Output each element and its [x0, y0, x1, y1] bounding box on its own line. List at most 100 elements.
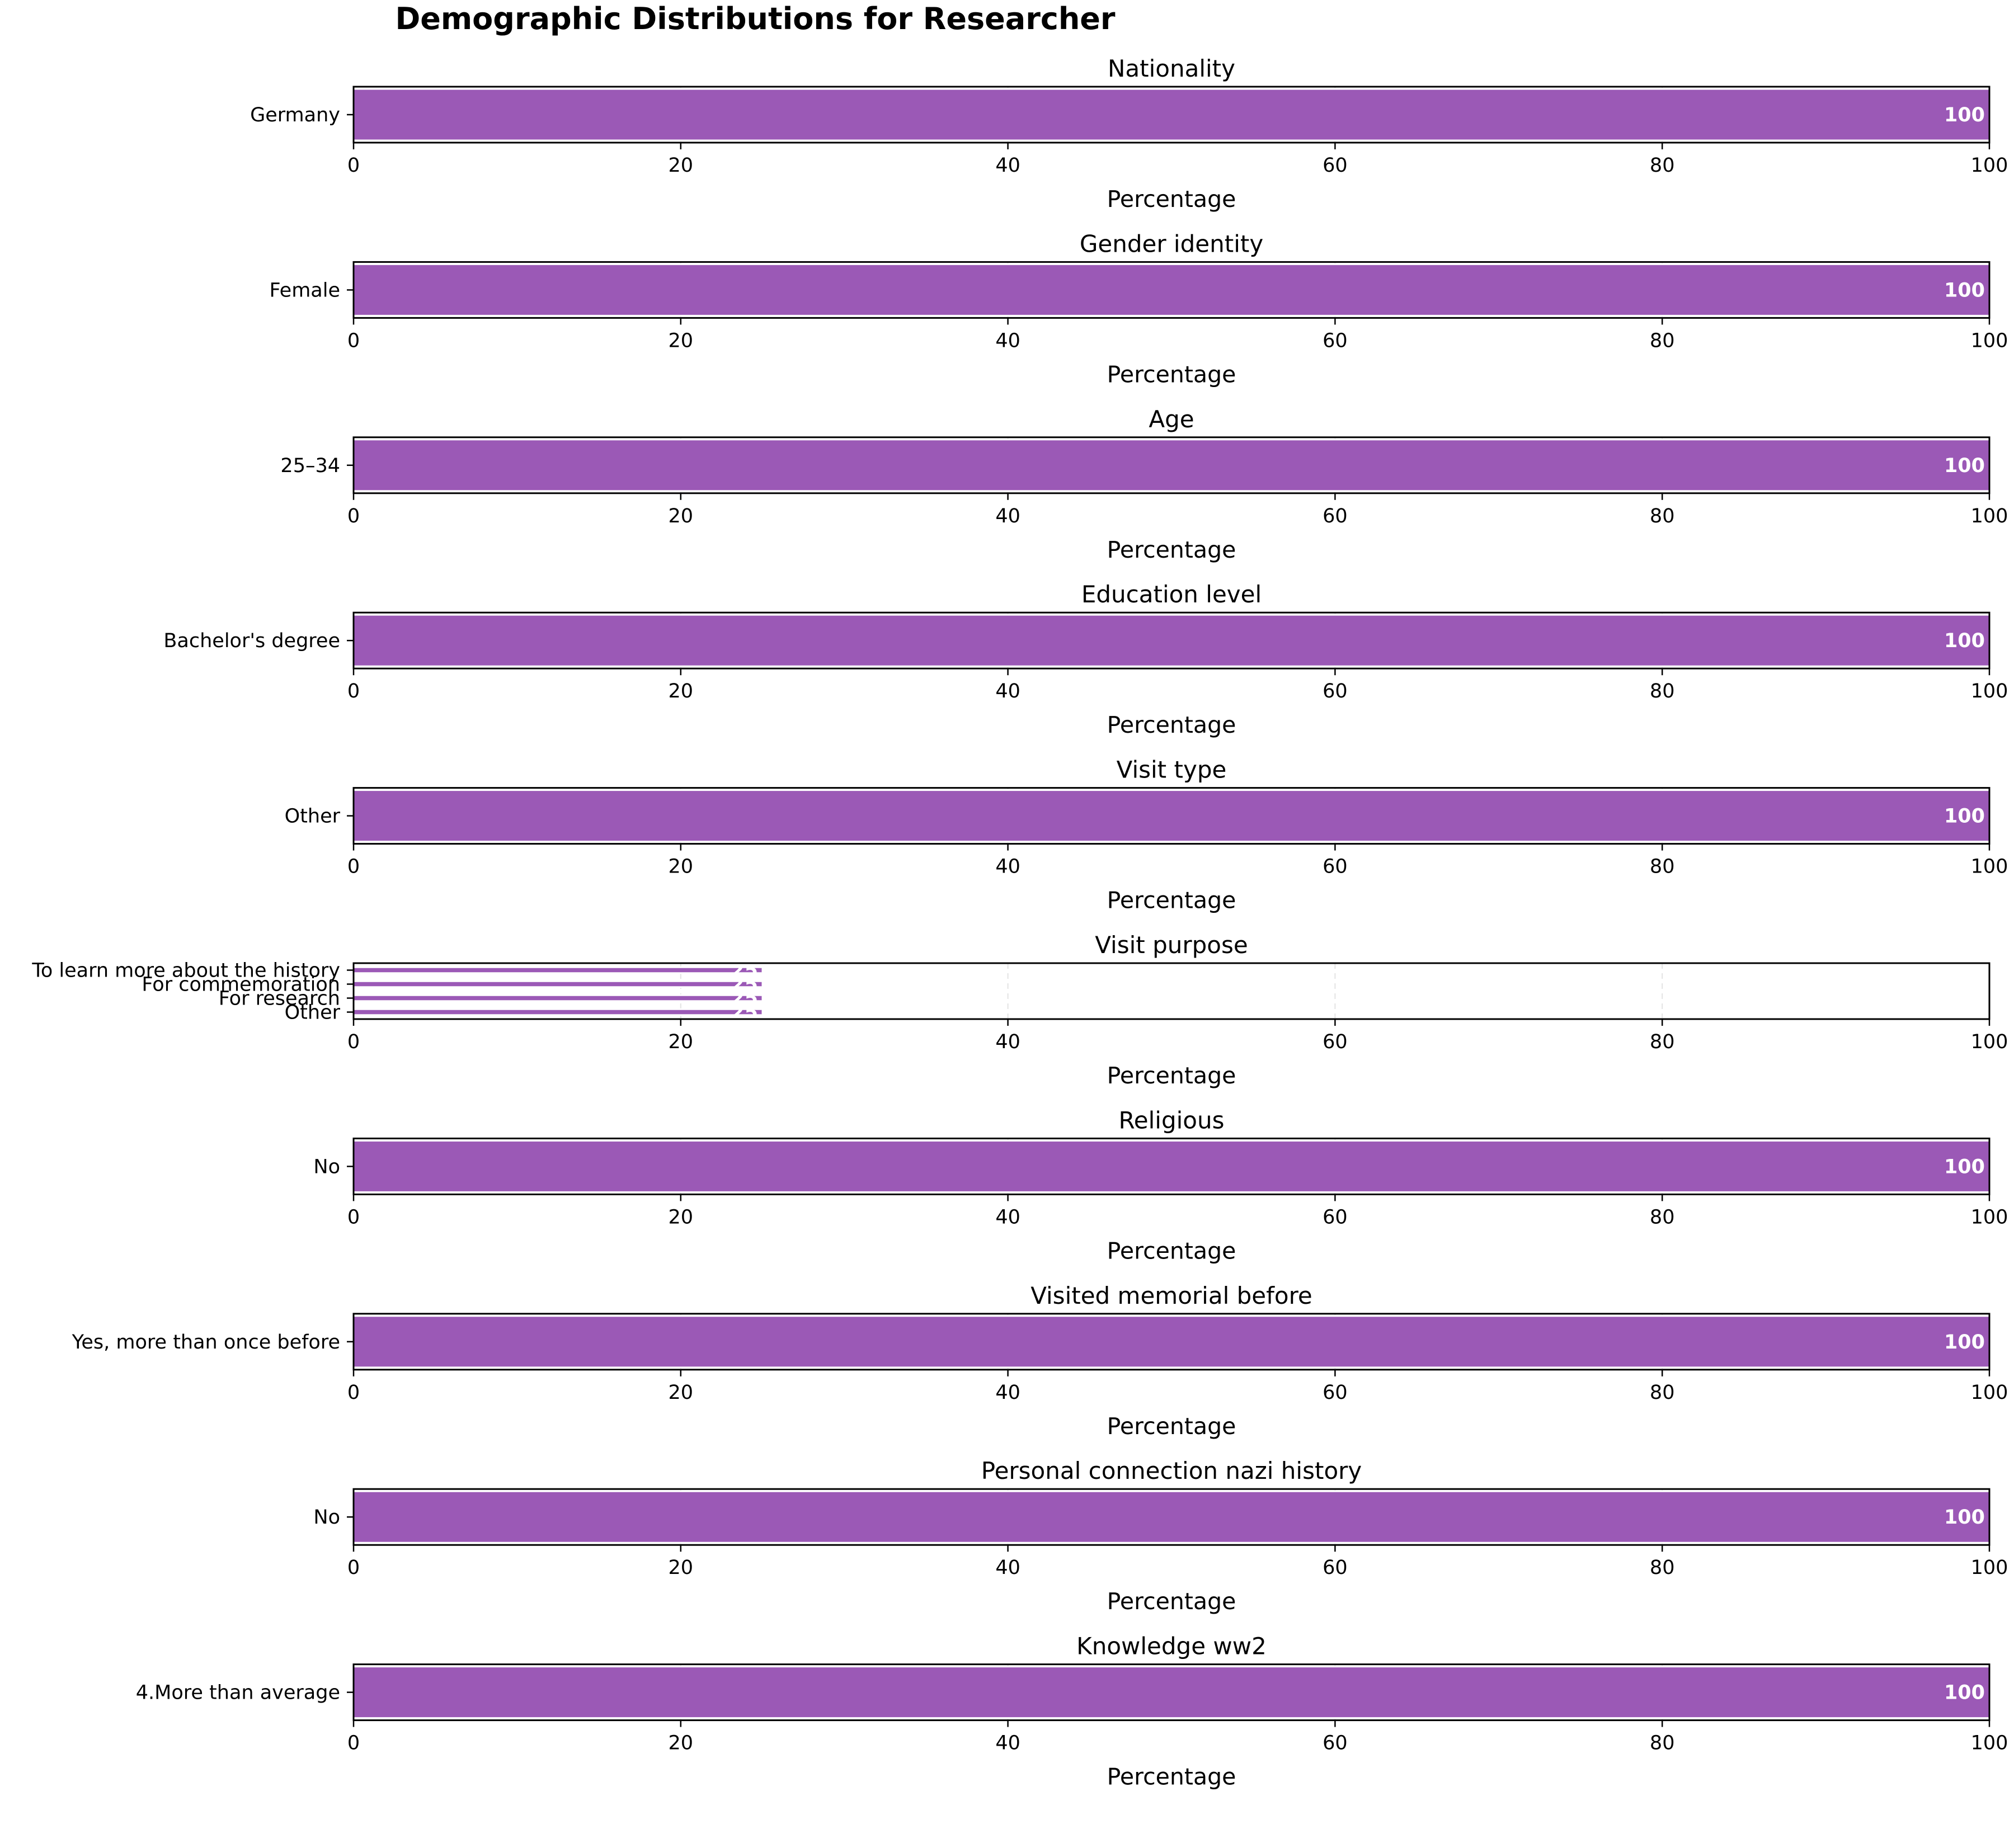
- x-tick-label: 40: [995, 1382, 1020, 1404]
- x-axis-label: Percentage: [1107, 711, 1236, 738]
- bar: [352, 980, 764, 988]
- x-tick-label: 0: [347, 1382, 360, 1404]
- panel-5: Visit purpose 25 To learn more about the h…: [31, 931, 2008, 1089]
- bar-value-label: 100: [1944, 104, 1985, 126]
- panel-title: Visit type: [1117, 756, 1227, 784]
- bar-value-label: 100: [1944, 279, 1985, 301]
- bar: [352, 994, 764, 1002]
- y-tick-label: Other: [285, 805, 341, 828]
- x-tick-label: 100: [1971, 505, 2008, 527]
- y-tick-label: Bachelor's degree: [163, 630, 340, 652]
- x-tick-label: 100: [1971, 154, 2008, 177]
- axes-frame: [352, 962, 1991, 1020]
- x-tick-label: 80: [1650, 680, 1675, 703]
- panel-title: Knowledge ww2: [1076, 1633, 1267, 1660]
- x-tick-label: 80: [1650, 505, 1675, 527]
- x-tick-label: 80: [1650, 329, 1675, 352]
- x-tick-label: 60: [1323, 505, 1348, 527]
- x-tick-label: 100: [1971, 1206, 2008, 1228]
- panel-title: Education level: [1081, 581, 1262, 608]
- x-tick-label: 0: [347, 154, 360, 177]
- x-tick-label: 0: [347, 1557, 360, 1579]
- x-tick-label: 20: [669, 1031, 694, 1053]
- panel-title: Visited memorial before: [1030, 1282, 1312, 1309]
- y-tick-label: To learn more about the history: [31, 960, 340, 982]
- x-tick-label: 40: [995, 505, 1020, 527]
- x-tick-label: 100: [1971, 1732, 2008, 1755]
- x-tick-label: 20: [669, 1382, 694, 1404]
- bar: [352, 1490, 1991, 1544]
- x-tick-label: 60: [1323, 1031, 1348, 1053]
- x-tick-label: 40: [995, 329, 1020, 352]
- x-tick-label: 40: [995, 1031, 1020, 1053]
- bar: [352, 1008, 764, 1016]
- x-tick-label: 20: [669, 1557, 694, 1579]
- x-axis-label: Percentage: [1107, 186, 1236, 213]
- x-tick-label: 20: [669, 505, 694, 527]
- panel-3: Education level 100 Bachelor's degree 0 20 40…: [163, 581, 2008, 738]
- x-tick-label: 80: [1650, 1206, 1675, 1228]
- x-tick-label: 40: [995, 856, 1020, 878]
- panels: Nationality 100 Germany 0 20 40 60 80 100 Percent…: [31, 55, 2008, 1790]
- panel-title: Visit purpose: [1095, 931, 1248, 959]
- bar: [352, 1315, 1991, 1369]
- x-tick-label: 60: [1323, 680, 1348, 703]
- bar: [352, 614, 1991, 667]
- bar: [352, 789, 1991, 843]
- y-tick-label: 25–34: [280, 455, 340, 477]
- x-tick-label: 100: [1971, 329, 2008, 352]
- x-tick-label: 0: [347, 1031, 360, 1053]
- x-axis-label: Percentage: [1107, 1062, 1236, 1089]
- bar: [352, 88, 1991, 142]
- panel-title: Nationality: [1108, 55, 1235, 82]
- panel-0: Nationality 100 Germany 0 20 40 60 80 100 Percent…: [250, 55, 2008, 213]
- x-axis-label: Percentage: [1107, 536, 1236, 563]
- x-tick-label: 20: [669, 680, 694, 703]
- x-tick-label: 100: [1971, 856, 2008, 878]
- x-tick-label: 60: [1323, 1382, 1348, 1404]
- bar: [352, 439, 1991, 492]
- x-tick-label: 40: [995, 1557, 1020, 1579]
- x-tick-label: 0: [347, 680, 360, 703]
- bar-value-label: 100: [1944, 630, 1985, 652]
- axes-frame: [352, 86, 1991, 144]
- panel-9: Knowledge ww2 100 4.More than average 0 20 40…: [136, 1633, 2008, 1790]
- x-tick-label: 60: [1323, 154, 1348, 177]
- x-tick-label: 80: [1650, 1031, 1675, 1053]
- x-tick-label: 40: [995, 1206, 1020, 1228]
- x-tick-label: 40: [995, 680, 1020, 703]
- bar-value-label: 100: [1944, 1506, 1985, 1529]
- x-tick-label: 20: [669, 329, 694, 352]
- x-tick-label: 100: [1971, 1031, 2008, 1053]
- bar-value-label: 100: [1944, 1682, 1985, 1704]
- x-tick-label: 60: [1323, 1206, 1348, 1228]
- axes-frame: [352, 1137, 1991, 1195]
- figure-title: Demographic Distributions for Researcher: [395, 1, 1115, 36]
- x-tick-label: 100: [1971, 680, 2008, 703]
- bar-value-label: 100: [1944, 455, 1985, 477]
- y-tick-label: For commemoration: [142, 974, 340, 996]
- x-tick-label: 20: [669, 1732, 694, 1755]
- panel-8: Personal connection nazi history 100 No 0 20…: [313, 1457, 2008, 1615]
- axes-frame: [352, 611, 1991, 670]
- x-tick-label: 20: [669, 856, 694, 878]
- x-tick-label: 0: [347, 1206, 360, 1228]
- bar-value-label: 25: [731, 988, 758, 1010]
- x-tick-label: 40: [995, 1732, 1020, 1755]
- y-tick-label: Germany: [250, 104, 340, 126]
- x-tick-label: 80: [1650, 856, 1675, 878]
- x-axis-label: Percentage: [1107, 1764, 1236, 1790]
- bar: [352, 966, 764, 974]
- x-tick-label: 20: [669, 1206, 694, 1228]
- y-tick-label: No: [313, 1156, 340, 1178]
- y-tick-label: No: [313, 1506, 340, 1529]
- x-axis-label: Percentage: [1107, 1237, 1236, 1264]
- x-tick-label: 60: [1323, 1732, 1348, 1755]
- axes-frame: [352, 787, 1991, 845]
- bar-value-label: 25: [731, 1002, 758, 1024]
- axes-frame: [352, 1488, 1991, 1546]
- x-axis-label: Percentage: [1107, 887, 1236, 914]
- x-tick-label: 0: [347, 505, 360, 527]
- x-tick-label: 80: [1650, 1382, 1675, 1404]
